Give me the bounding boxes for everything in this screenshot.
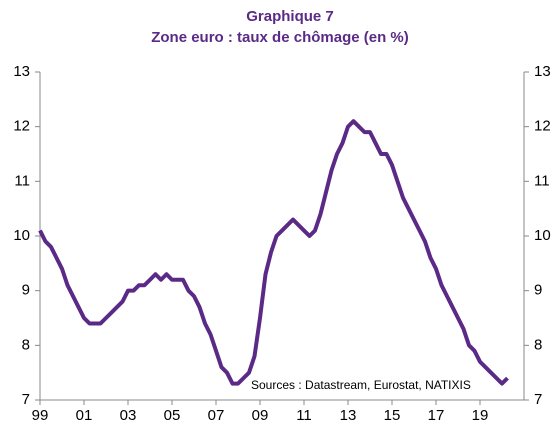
x-tick-label: 05 — [164, 407, 181, 424]
x-tick-label: 11 — [296, 407, 312, 424]
x-tick-label: 13 — [340, 407, 357, 424]
x-tick-label: 15 — [384, 407, 401, 424]
x-tick-label: 17 — [428, 407, 445, 424]
x-tick-label: 09 — [252, 407, 269, 424]
y2-tick-label: 9 — [534, 282, 542, 299]
x-tick-label: 03 — [120, 407, 137, 424]
y-tick-label: 9 — [22, 282, 30, 299]
annotation: Sources : Datastream, Eurostat, NATIXIS — [251, 378, 471, 392]
y-tick-label: 10 — [13, 227, 30, 244]
x-tick-label: 99 — [32, 407, 49, 424]
y-tick-label: 12 — [13, 118, 30, 135]
y2-tick-label: 7 — [534, 391, 542, 408]
y-tick-label: 8 — [22, 336, 30, 353]
line — [38, 119, 509, 386]
y2-tick-label: 11 — [534, 172, 550, 189]
x-tick-label: 07 — [208, 407, 225, 424]
y2-tick-label: 8 — [534, 336, 542, 353]
y2-tick-label: 12 — [534, 118, 551, 135]
y2-tick-label: 10 — [534, 227, 551, 244]
chart-subtitle: Zone euro : taux de chômage (en %) — [151, 29, 409, 46]
chart-title: Graphique 7 — [246, 8, 334, 25]
y-tick-label: 7 — [22, 391, 30, 408]
x-tick-label: 01 — [76, 407, 93, 424]
y-tick-label: 13 — [13, 63, 30, 80]
y2-tick-label: 13 — [534, 63, 551, 80]
x-tick-label: 19 — [472, 407, 489, 424]
y-tick-label: 11 — [14, 172, 30, 189]
